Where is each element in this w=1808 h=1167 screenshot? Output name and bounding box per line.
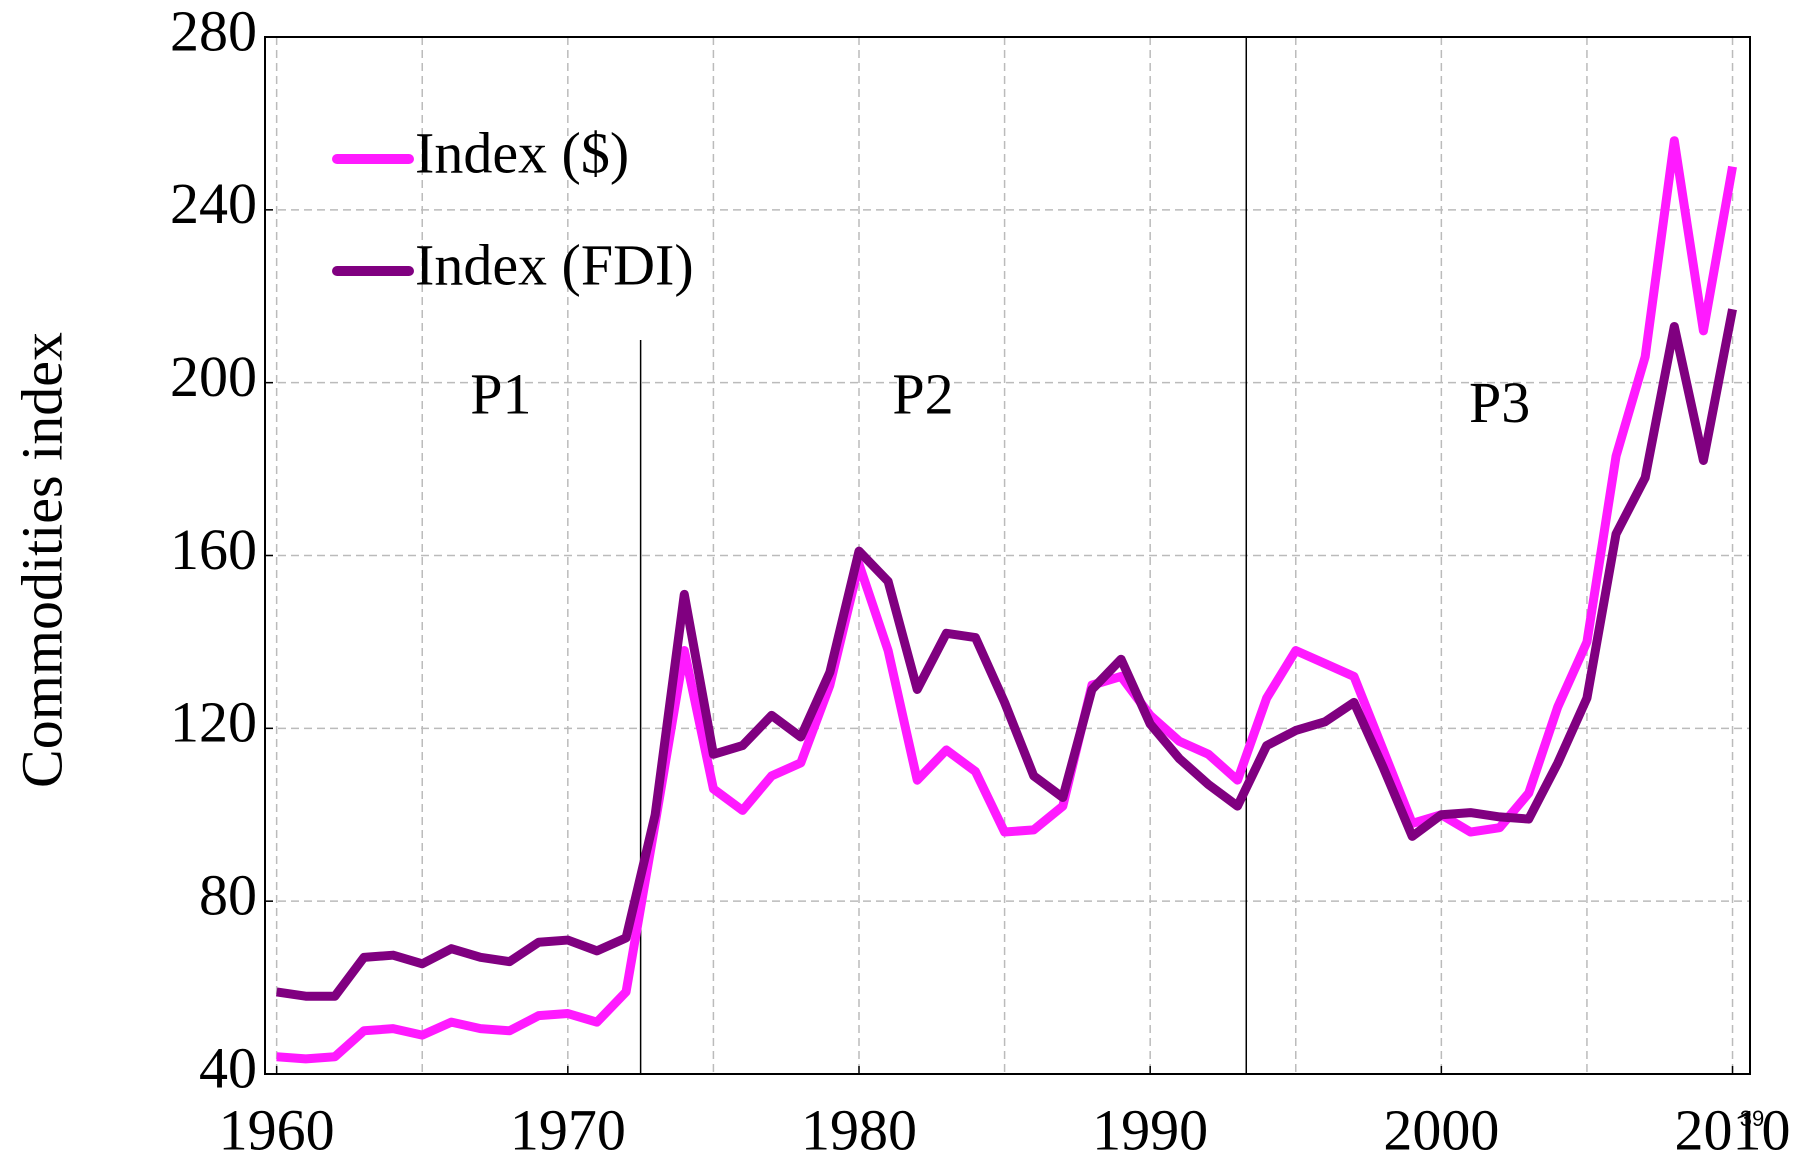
period-label: P1 (470, 361, 531, 426)
y-tick-label: 200 (170, 344, 257, 409)
period-label: P2 (892, 361, 953, 426)
legend-label: Index (FDI) (415, 232, 694, 297)
series-line (275, 308, 1737, 1001)
y-tick-label: 280 (170, 0, 257, 63)
y-tick-label: 120 (170, 690, 257, 755)
x-tick-label: 1980 (801, 1097, 917, 1162)
x-tick-label: 1960 (219, 1097, 335, 1162)
y-tick-label: 80 (199, 862, 257, 927)
y-tick-label: 160 (170, 517, 257, 582)
y-tick-label: 240 (170, 171, 257, 236)
y-tick-label: 40 (199, 1035, 257, 1100)
x-tick-label: 1990 (1092, 1097, 1208, 1162)
x-tick-label: 2000 (1383, 1097, 1499, 1162)
page-number: 39 (1740, 1106, 1764, 1131)
series-line (276, 136, 1737, 1064)
period-label: P3 (1469, 370, 1530, 435)
plot-frame (264, 36, 1751, 1075)
x-tick-label: 1970 (510, 1097, 626, 1162)
y-axis-label: Commodities index (9, 332, 74, 788)
x-tick-label: 2010 (1675, 1097, 1791, 1162)
legend-label: Index ($) (415, 120, 629, 185)
